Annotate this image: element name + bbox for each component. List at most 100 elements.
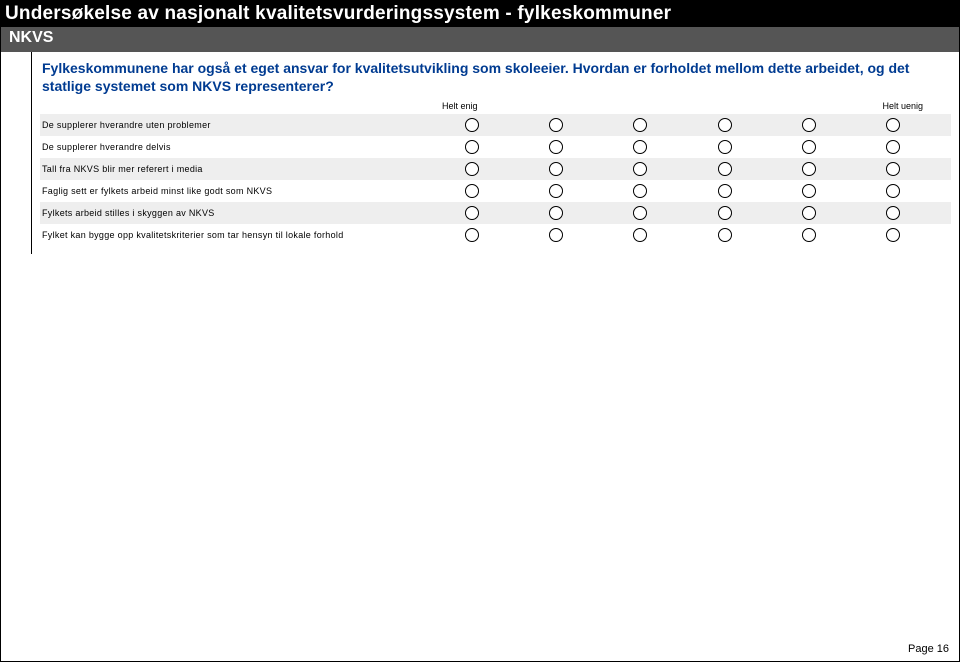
matrix-row-label: Faglig sett er fylkets arbeid minst like…	[42, 186, 432, 196]
radio-circle-icon	[549, 140, 563, 154]
radio-circle-icon	[465, 228, 479, 242]
likert-option[interactable]	[610, 184, 670, 198]
likert-option[interactable]	[695, 228, 755, 242]
radio-circle-icon	[465, 118, 479, 132]
likert-option[interactable]	[779, 118, 839, 132]
page-number: Page 16	[908, 643, 949, 655]
matrix-row: De supplerer hverandre uten problemer	[40, 114, 951, 136]
radio-circle-icon	[886, 162, 900, 176]
likert-option[interactable]	[610, 228, 670, 242]
radio-circle-icon	[633, 162, 647, 176]
likert-option[interactable]	[863, 228, 923, 242]
scale-header-spacer	[42, 101, 432, 111]
likert-option[interactable]	[695, 118, 755, 132]
likert-option[interactable]	[779, 184, 839, 198]
likert-option[interactable]	[610, 140, 670, 154]
matrix-row-options	[432, 118, 951, 132]
likert-option[interactable]	[610, 206, 670, 220]
radio-circle-icon	[886, 228, 900, 242]
likert-option[interactable]	[442, 118, 502, 132]
likert-option[interactable]	[442, 140, 502, 154]
likert-option[interactable]	[695, 162, 755, 176]
likert-option[interactable]	[526, 228, 586, 242]
likert-option[interactable]	[526, 206, 586, 220]
radio-circle-icon	[549, 162, 563, 176]
likert-option[interactable]	[442, 228, 502, 242]
likert-matrix: De supplerer hverandre uten problemer De …	[40, 114, 951, 246]
radio-circle-icon	[886, 118, 900, 132]
matrix-row-options	[432, 140, 951, 154]
radio-circle-icon	[465, 184, 479, 198]
radio-circle-icon	[633, 184, 647, 198]
radio-circle-icon	[886, 140, 900, 154]
scale-labels: Helt enig Helt uenig	[432, 101, 951, 111]
radio-circle-icon	[802, 162, 816, 176]
content-area: Fylkeskommunene har også et eget ansvar …	[31, 52, 959, 254]
likert-option[interactable]	[863, 140, 923, 154]
page-title: Undersøkelse av nasjonalt kvalitetsvurde…	[5, 3, 671, 24]
radio-circle-icon	[718, 118, 732, 132]
radio-circle-icon	[718, 162, 732, 176]
likert-option[interactable]	[526, 140, 586, 154]
radio-circle-icon	[465, 140, 479, 154]
radio-circle-icon	[886, 206, 900, 220]
radio-circle-icon	[549, 184, 563, 198]
matrix-row-options	[432, 162, 951, 176]
radio-circle-icon	[549, 228, 563, 242]
radio-circle-icon	[633, 206, 647, 220]
likert-option[interactable]	[779, 228, 839, 242]
matrix-row-label: Tall fra NKVS blir mer referert i media	[42, 164, 432, 174]
likert-option[interactable]	[863, 162, 923, 176]
likert-option[interactable]	[863, 184, 923, 198]
matrix-row-label: De supplerer hverandre delvis	[42, 142, 432, 152]
survey-page: Undersøkelse av nasjonalt kvalitetsvurde…	[0, 0, 960, 662]
matrix-row-options	[432, 228, 951, 242]
radio-circle-icon	[549, 206, 563, 220]
question-text: Fylkeskommunene har også et eget ansvar …	[40, 60, 951, 95]
radio-circle-icon	[802, 140, 816, 154]
radio-circle-icon	[465, 162, 479, 176]
radio-circle-icon	[549, 118, 563, 132]
radio-circle-icon	[802, 118, 816, 132]
likert-option[interactable]	[695, 206, 755, 220]
radio-circle-icon	[633, 118, 647, 132]
matrix-row-options	[432, 206, 951, 220]
radio-circle-icon	[802, 206, 816, 220]
radio-circle-icon	[718, 140, 732, 154]
radio-circle-icon	[633, 140, 647, 154]
likert-option[interactable]	[526, 118, 586, 132]
likert-option[interactable]	[779, 206, 839, 220]
matrix-row: Faglig sett er fylkets arbeid minst like…	[40, 180, 951, 202]
radio-circle-icon	[718, 184, 732, 198]
section-title: NKVS	[9, 29, 53, 46]
likert-option[interactable]	[863, 118, 923, 132]
scale-right-label: Helt uenig	[882, 101, 923, 111]
scale-left-label: Helt enig	[442, 101, 478, 111]
page-title-bar: Undersøkelse av nasjonalt kvalitetsvurde…	[1, 1, 959, 27]
likert-option[interactable]	[610, 118, 670, 132]
matrix-row: Tall fra NKVS blir mer referert i media	[40, 158, 951, 180]
likert-option[interactable]	[526, 162, 586, 176]
matrix-row-options	[432, 184, 951, 198]
likert-option[interactable]	[779, 140, 839, 154]
scale-header: Helt enig Helt uenig	[40, 101, 951, 111]
radio-circle-icon	[802, 228, 816, 242]
matrix-row-label: Fylket kan bygge opp kvalitetskriterier …	[42, 230, 432, 240]
likert-option[interactable]	[695, 140, 755, 154]
radio-circle-icon	[633, 228, 647, 242]
likert-option[interactable]	[610, 162, 670, 176]
radio-circle-icon	[802, 184, 816, 198]
likert-option[interactable]	[695, 184, 755, 198]
radio-circle-icon	[718, 206, 732, 220]
likert-option[interactable]	[779, 162, 839, 176]
section-title-bar: NKVS	[1, 27, 959, 52]
likert-option[interactable]	[526, 184, 586, 198]
matrix-row-label: De supplerer hverandre uten problemer	[42, 120, 432, 130]
likert-option[interactable]	[442, 162, 502, 176]
likert-option[interactable]	[863, 206, 923, 220]
likert-option[interactable]	[442, 184, 502, 198]
matrix-row: De supplerer hverandre delvis	[40, 136, 951, 158]
radio-circle-icon	[465, 206, 479, 220]
matrix-row-label: Fylkets arbeid stilles i skyggen av NKVS	[42, 208, 432, 218]
likert-option[interactable]	[442, 206, 502, 220]
